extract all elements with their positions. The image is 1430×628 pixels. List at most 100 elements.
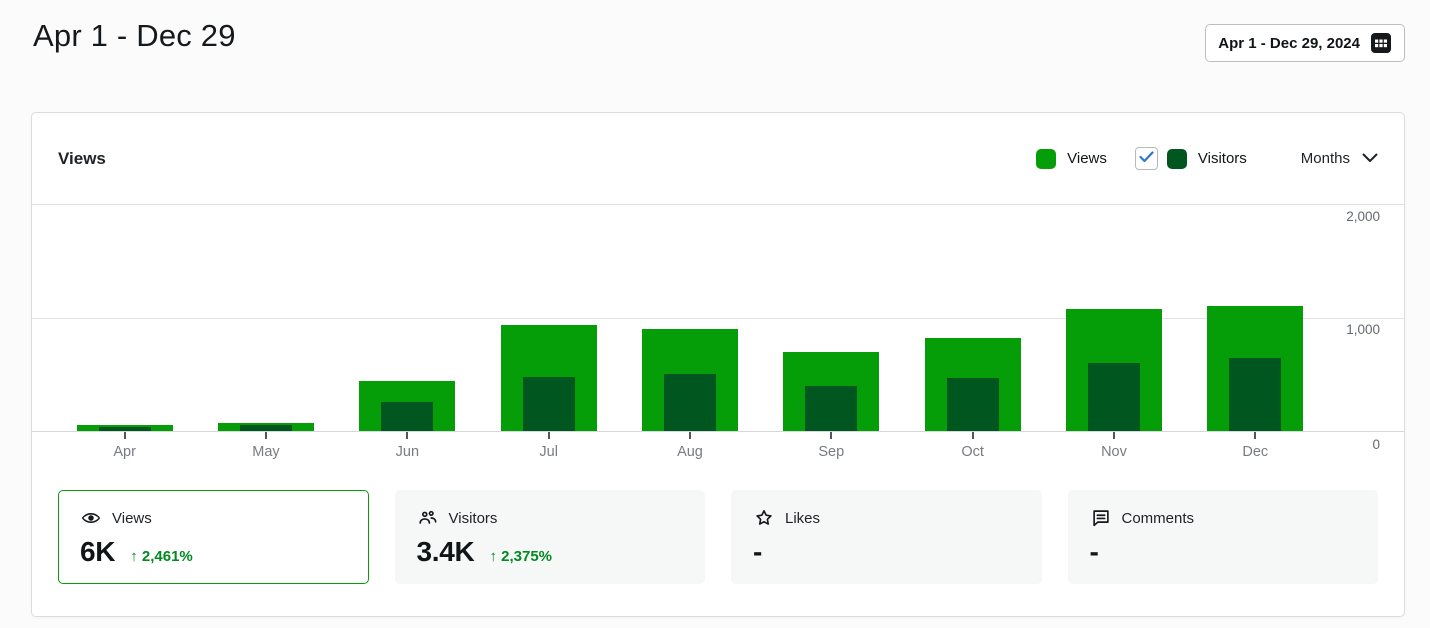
x-tick-label: Nov	[1101, 444, 1127, 460]
stat-label: Comments	[1121, 509, 1195, 527]
stat-label: Likes	[785, 509, 821, 527]
chevron-down-icon	[1362, 150, 1378, 167]
visitors-bar[interactable]	[1229, 358, 1282, 431]
bar-group-sep[interactable]	[761, 205, 902, 431]
bar-group-oct[interactable]	[902, 205, 1043, 431]
bar-group-dec[interactable]	[1185, 205, 1326, 431]
legend-item-views: Views	[1036, 148, 1107, 169]
x-tick-label: Dec	[1242, 444, 1269, 460]
y-tick-label: 0	[1372, 437, 1380, 452]
eye-icon	[80, 507, 102, 529]
views-bar[interactable]	[76, 425, 173, 431]
visitors-bar[interactable]	[1087, 363, 1140, 431]
bar-group-jul[interactable]	[478, 205, 619, 431]
stat-value: -	[753, 536, 763, 567]
views-bar[interactable]	[217, 423, 314, 431]
stat-card-likes[interactable]: Likes -	[731, 490, 1042, 584]
bar-chart: 2,000 1,000 0	[32, 205, 1404, 452]
stat-card-views[interactable]: Views 6K ↑ 2,461%	[58, 490, 369, 584]
x-axis-cell: Nov	[1043, 432, 1184, 490]
bar-group-may[interactable]	[195, 205, 336, 431]
stat-card-visitors[interactable]: Visitors 3.4K ↑ 2,375%	[394, 490, 705, 584]
x-tick-mark	[406, 432, 409, 439]
visitors-bar[interactable]	[663, 373, 716, 431]
visitors-bar[interactable]	[98, 427, 151, 431]
x-axis-cell: Sep	[761, 432, 902, 490]
views-bar[interactable]	[1065, 308, 1162, 431]
x-axis-cell: Oct	[902, 432, 1043, 490]
people-icon	[417, 507, 439, 529]
visitors-bar[interactable]	[381, 402, 434, 431]
visitors-bar[interactable]	[805, 385, 858, 431]
bars-layer	[32, 205, 1404, 431]
x-axis-cell: May	[195, 432, 336, 490]
check-icon	[1139, 150, 1154, 168]
views-bar[interactable]	[500, 325, 597, 431]
x-tick-label: May	[252, 444, 280, 460]
x-tick-label: Jul	[539, 444, 558, 460]
page-title: Apr 1 - Dec 29	[33, 18, 236, 53]
interval-dropdown[interactable]: Months	[1301, 150, 1378, 167]
x-axis-cell: Dec	[1185, 432, 1326, 490]
x-axis-cell: Jul	[478, 432, 619, 490]
x-tick-mark	[264, 432, 267, 439]
stat-value: 6K	[80, 536, 116, 567]
date-range-button[interactable]: Apr 1 - Dec 29, 2024	[1205, 24, 1405, 62]
views-swatch	[1036, 148, 1057, 169]
visitors-bar[interactable]	[946, 377, 999, 431]
x-tick-label: Sep	[818, 444, 845, 460]
stat-card-comments[interactable]: Comments -	[1067, 490, 1378, 584]
x-axis: Apr May Jun Jul Aug Sep Oct Nov Dec	[32, 432, 1404, 490]
visitors-bar[interactable]	[239, 424, 292, 431]
y-axis: 2,000 1,000 0	[1320, 205, 1380, 452]
legend-label-visitors: Visitors	[1197, 150, 1247, 167]
views-bar[interactable]	[783, 351, 880, 431]
chart-header: Views Views Visitors Months	[32, 113, 1404, 205]
x-tick-mark	[1254, 432, 1257, 439]
chart-legend: Views Visitors Months	[1036, 147, 1378, 170]
x-tick-mark	[688, 432, 691, 439]
gridline	[32, 318, 1404, 319]
x-tick-label: Aug	[677, 444, 703, 460]
x-tick-label: Jun	[395, 444, 420, 460]
x-axis-cell: Aug	[619, 432, 760, 490]
stat-trend: ↑ 2,375%	[489, 548, 552, 565]
x-tick-mark	[123, 432, 126, 439]
bar-group-aug[interactable]	[619, 205, 760, 431]
interval-value: Months	[1300, 150, 1350, 167]
views-bar[interactable]	[359, 381, 456, 431]
stat-value: 3.4K	[416, 536, 475, 567]
page-header: Apr 1 - Dec 29 Apr 1 - Dec 29, 2024	[0, 0, 1430, 76]
y-tick-label: 1,000	[1346, 322, 1380, 337]
views-bar[interactable]	[1207, 305, 1304, 431]
x-axis-cell: Apr	[54, 432, 195, 490]
x-tick-mark	[830, 432, 833, 439]
stats-panel: Views Views Visitors Months	[31, 112, 1405, 617]
date-range-label: Apr 1 - Dec 29, 2024	[1218, 34, 1360, 52]
x-tick-mark	[547, 432, 550, 439]
stat-label: Visitors	[448, 509, 498, 527]
bar-group-jun[interactable]	[337, 205, 478, 431]
views-bar[interactable]	[924, 338, 1021, 431]
visitors-bar[interactable]	[522, 376, 575, 431]
x-tick-label: Apr	[113, 444, 136, 460]
views-bar[interactable]	[641, 329, 738, 431]
stat-label: Views	[112, 509, 152, 527]
legend-label-views: Views	[1067, 150, 1107, 167]
calendar-icon	[1370, 32, 1392, 54]
star-icon	[753, 507, 775, 529]
comment-icon	[1090, 507, 1112, 529]
chart-title: Views	[58, 148, 106, 168]
y-tick-label: 2,000	[1346, 209, 1380, 224]
visitors-swatch	[1166, 148, 1187, 169]
x-tick-mark	[971, 432, 974, 439]
x-tick-label: Oct	[961, 444, 984, 460]
bar-group-nov[interactable]	[1043, 205, 1184, 431]
legend-item-visitors: Visitors	[1134, 147, 1247, 170]
stats-row: Views 6K ↑ 2,461% Visitors 3.4K ↑ 2,375%	[32, 490, 1404, 584]
stat-trend: ↑ 2,461%	[130, 548, 193, 565]
x-tick-mark	[1112, 432, 1115, 439]
bar-group-apr[interactable]	[54, 205, 195, 431]
stat-value: -	[1089, 536, 1099, 567]
visitors-checkbox[interactable]	[1134, 147, 1158, 170]
